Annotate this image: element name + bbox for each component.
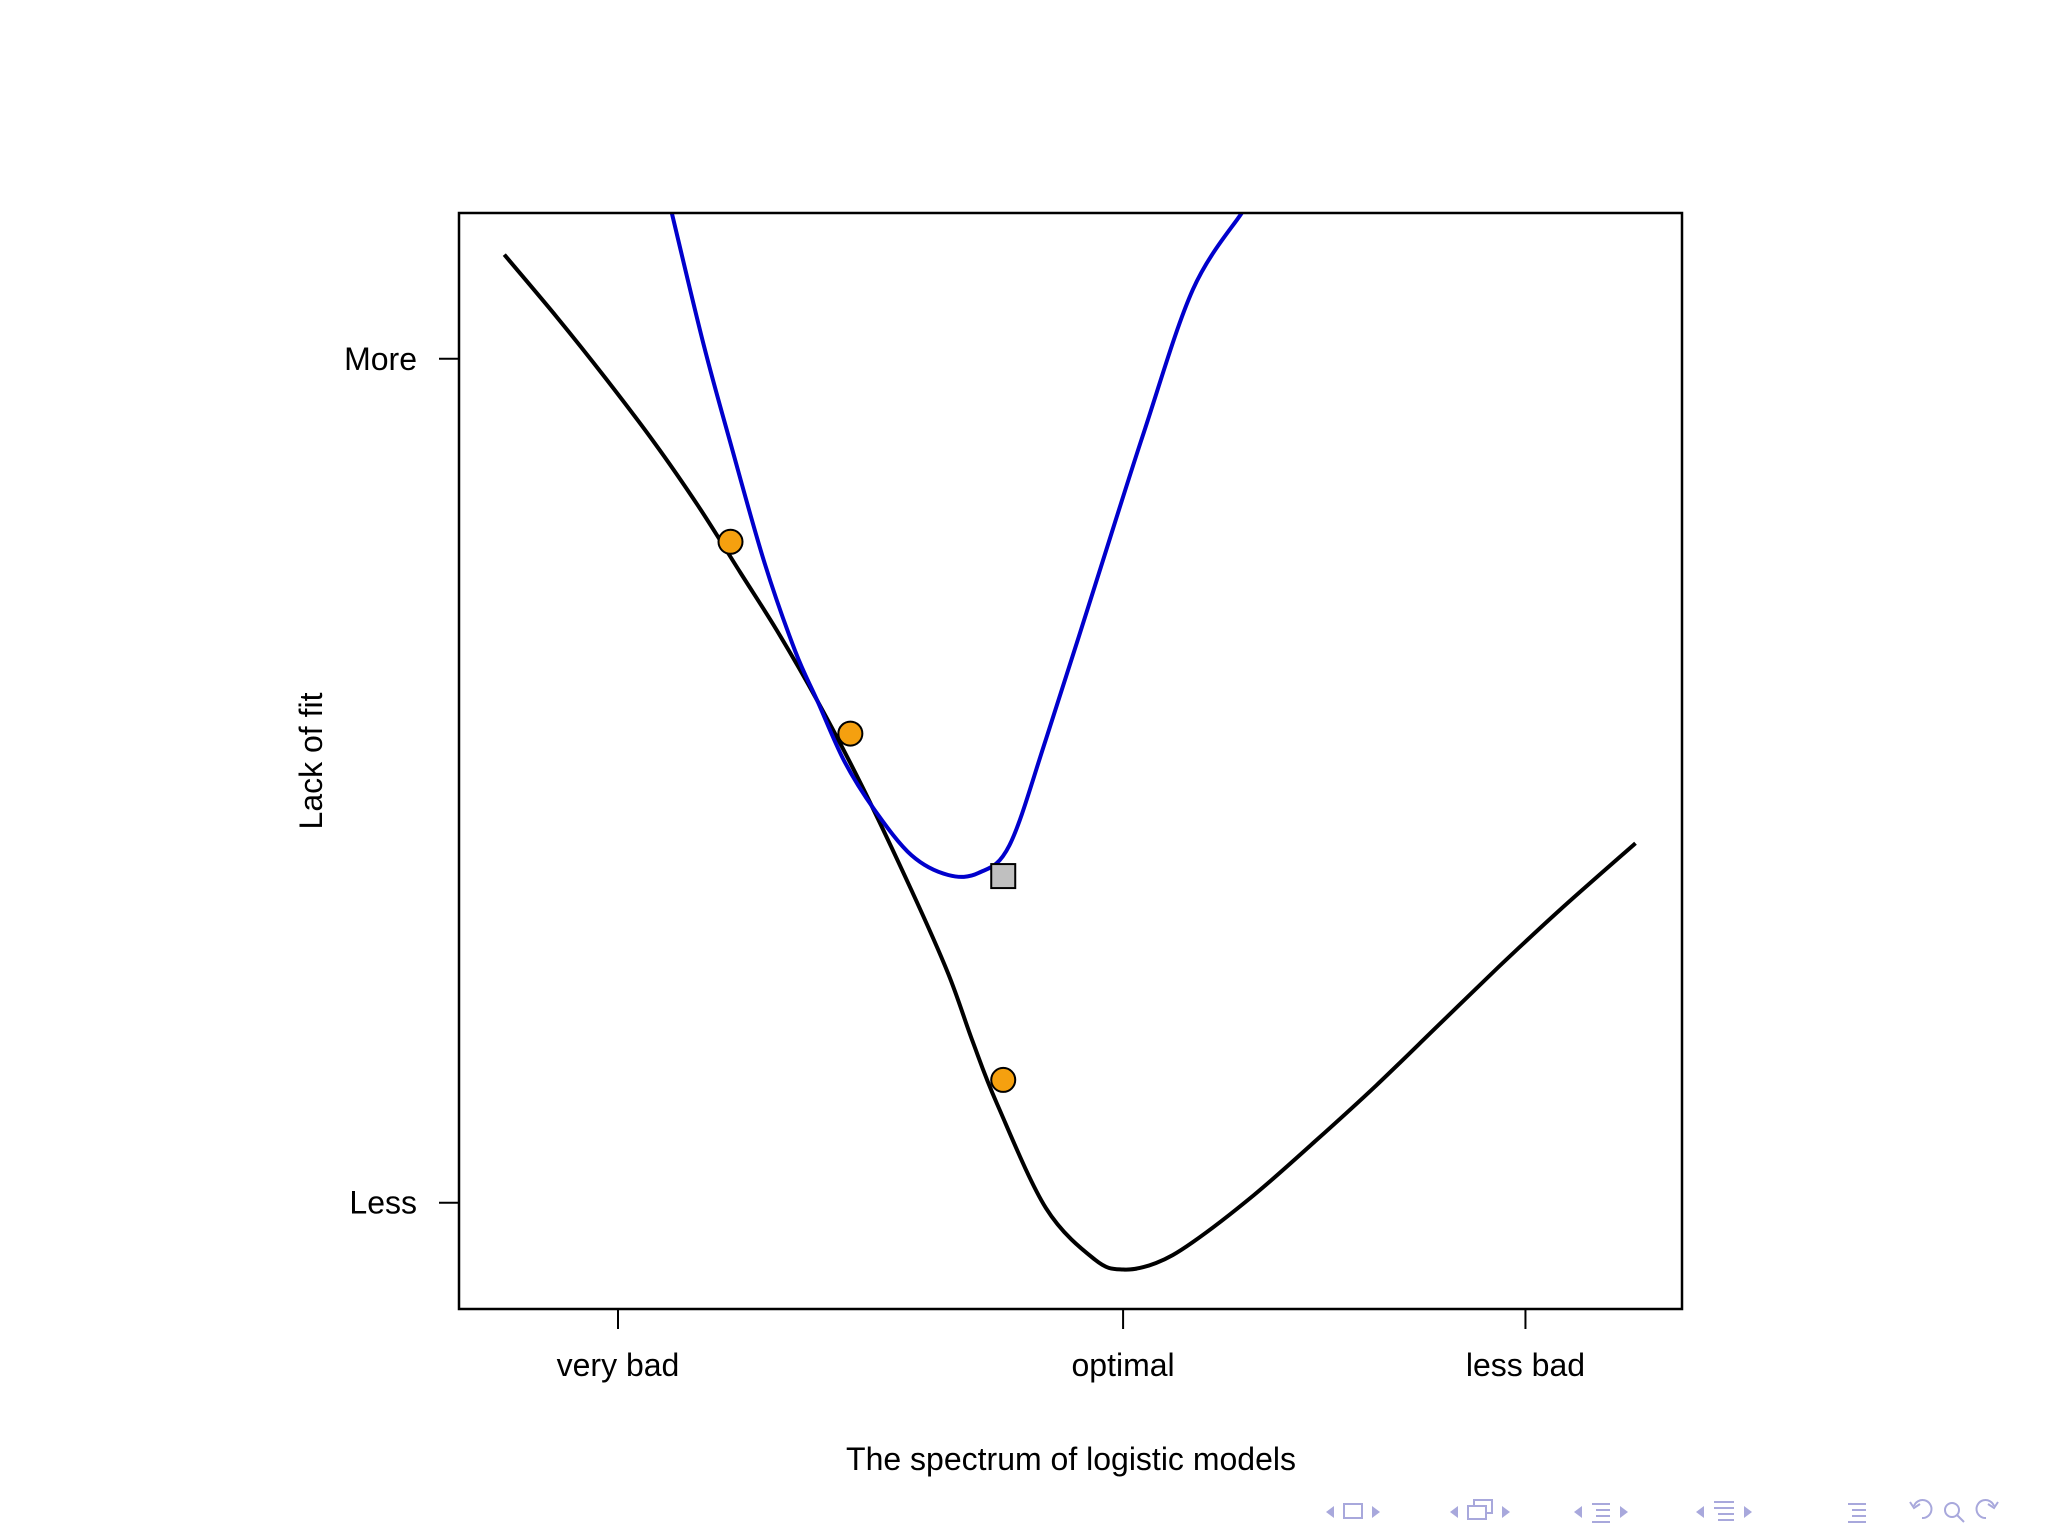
nav-forward-icon[interactable]: [1975, 1499, 1999, 1520]
nav-document-icon: [1714, 1501, 1734, 1521]
nav-document-prev-icon[interactable]: [1696, 1506, 1704, 1518]
circle-marker-3: [990, 1066, 1017, 1093]
nav-subsection-icon: [1467, 1505, 1487, 1520]
nav-frame-prev-icon[interactable]: [1326, 1506, 1334, 1518]
nav-section-group[interactable]: [1574, 1503, 1628, 1523]
nav-frame-icon: [1343, 1503, 1363, 1519]
plot-frame: [457, 211, 1684, 1311]
y-tick-label-2: More: [344, 341, 417, 377]
nav-search-icon[interactable]: [1944, 1502, 1965, 1523]
nav-section-prev-icon[interactable]: [1574, 1506, 1582, 1518]
square-marker: [990, 863, 1017, 890]
y-tick-label-1: Less: [349, 1185, 417, 1221]
x-tick-label-1: very bad: [557, 1347, 680, 1383]
slide-navigation-bar: [1326, 1499, 1999, 1523]
x-axis-label: The spectrum of logistic models: [846, 1441, 1296, 1477]
nav-subsection-next-icon[interactable]: [1502, 1506, 1510, 1518]
x-tick-label-3: less bad: [1466, 1347, 1585, 1383]
nav-subsection-group[interactable]: [1450, 1499, 1510, 1520]
nav-document-group[interactable]: [1696, 1501, 1752, 1521]
nav-back-icon[interactable]: [1909, 1499, 1933, 1520]
y-axis-label: Lack of fit: [293, 692, 329, 829]
x-tick-label-2: optimal: [1072, 1347, 1175, 1383]
circle-marker-1: [717, 528, 744, 555]
nav-section-icon: [1592, 1503, 1610, 1523]
nav-appendix-icon[interactable]: [1848, 1503, 1866, 1523]
series-line-black: [502, 253, 1637, 1272]
series-line-blue: [669, 213, 1244, 879]
nav-frame-next-icon[interactable]: [1372, 1506, 1380, 1518]
nav-document-next-icon[interactable]: [1744, 1506, 1752, 1518]
nav-frame-group[interactable]: [1326, 1503, 1380, 1519]
nav-section-next-icon[interactable]: [1620, 1506, 1628, 1518]
nav-subsection-prev-icon[interactable]: [1450, 1506, 1458, 1518]
circle-marker-2: [837, 720, 864, 747]
